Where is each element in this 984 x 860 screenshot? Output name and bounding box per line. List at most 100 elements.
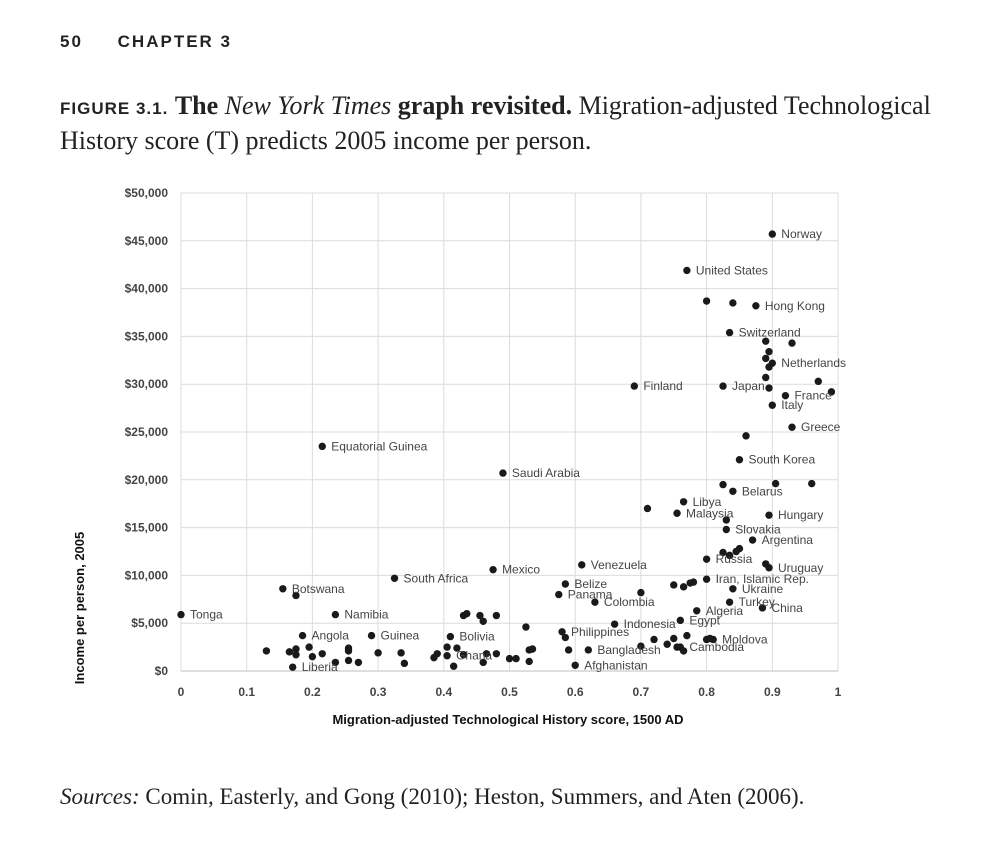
data-point (630, 382, 639, 390)
data-point (512, 654, 520, 663)
point-label: Indonesia (624, 617, 676, 631)
figure-caption: FIGURE 3.1. The New York Times graph rev… (60, 90, 940, 157)
data-point (610, 620, 619, 628)
x-tick-label: 0.6 (567, 685, 584, 699)
data-point (676, 616, 685, 625)
data-point (637, 642, 645, 650)
point-label: Angola (312, 629, 350, 643)
point-label: Algeria (706, 604, 744, 618)
x-tick-label: 0.3 (370, 685, 387, 699)
point-label: China (771, 601, 803, 615)
sources-label: Sources: (60, 784, 140, 809)
data-point (762, 354, 770, 363)
data-point (354, 658, 363, 667)
data-point (318, 650, 326, 658)
point-label: Turkey (739, 595, 775, 609)
figure-title: The New York Times graph revisited. (175, 91, 572, 120)
figure-caption-text: Migration-adjusted Technological History… (60, 91, 931, 155)
data-point (663, 640, 671, 648)
x-tick-label: 0.9 (764, 685, 781, 699)
data-point (748, 536, 757, 544)
data-point (768, 401, 776, 409)
point-label: Hungary (778, 508, 823, 522)
x-tick-label: 0.5 (501, 685, 518, 699)
data-point (285, 648, 294, 656)
data-point (374, 649, 382, 657)
data-point (679, 498, 688, 506)
data-point (719, 382, 727, 390)
data-point (561, 633, 570, 642)
y-tick-label: $5,000 (131, 616, 168, 630)
data-point (679, 647, 688, 655)
data-point (571, 661, 579, 669)
data-point (499, 469, 507, 477)
data-point (555, 590, 563, 599)
y-axis-ticks: $0 $5,000 $10,000 $15,000 $20,000 $25,000 $30,… (125, 186, 169, 678)
data-point (762, 560, 770, 568)
data-point (459, 651, 468, 659)
sources-note: Sources: Comin, Easterly, and Gong (2010… (60, 782, 920, 812)
data-point (443, 652, 451, 660)
data-point (367, 631, 376, 640)
point-label: Libya (693, 495, 722, 509)
point-label: Malaysia (686, 506, 734, 520)
data-point (400, 659, 409, 668)
data-point (742, 432, 750, 440)
data-point (453, 644, 461, 652)
data-point (719, 480, 727, 489)
y-tick-label: $40,000 (125, 282, 169, 296)
point-label: Venezuela (591, 558, 647, 572)
y-tick-label: $15,000 (125, 521, 169, 535)
point-label: Finland (643, 379, 682, 393)
point-label: Moldova (722, 632, 768, 646)
point-label: Switzerland (739, 326, 801, 340)
data-point (443, 643, 451, 651)
data-point (344, 656, 353, 665)
data-point (279, 585, 287, 593)
data-point (673, 509, 681, 517)
point-label: Saudi Arabia (512, 466, 580, 480)
data-point (808, 479, 816, 488)
data-point (762, 373, 770, 382)
data-point (482, 650, 491, 658)
data-point (788, 339, 796, 347)
data-point (331, 610, 340, 619)
data-point (318, 442, 326, 451)
data-point (584, 646, 593, 654)
x-tick-label: 0.4 (435, 685, 452, 699)
data-point (390, 574, 399, 582)
y-tick-label: $30,000 (125, 377, 169, 391)
chapter-label: CHAPTER 3 (117, 32, 233, 51)
data-point (292, 591, 300, 600)
point-label: Slovakia (735, 523, 781, 537)
data-point (591, 598, 599, 606)
data-point (298, 631, 307, 640)
data-point (292, 645, 300, 653)
data-point (558, 628, 566, 636)
data-point (308, 652, 317, 661)
point-label: Belize (574, 577, 607, 591)
sources-text: Comin, Easterly, and Gong (2010); Heston… (139, 784, 805, 809)
point-label: South Africa (404, 571, 469, 585)
x-axis-label: Migration-adjusted Technological History… (332, 712, 683, 727)
data-point (765, 363, 773, 371)
running-head: 50 CHAPTER 3 (60, 32, 232, 52)
data-point (722, 525, 731, 534)
data-point (492, 611, 501, 620)
data-point (331, 658, 340, 667)
x-tick-label: 0 (178, 685, 185, 699)
point-label: Ukraine (742, 582, 784, 596)
point-label: Norway (781, 227, 822, 241)
point-label: Liberia (302, 660, 338, 674)
data-point (683, 631, 691, 640)
point-label: Iran, Islamic Rep. (716, 572, 809, 586)
grid-lines (180, 192, 839, 672)
scatter-chart: 0 0.1 0.2 0.3 0.4 0.5 0.6 0.7 0.8 0.9 1 $0 $5,000 $1… (72, 186, 846, 727)
point-label: Argentina (762, 533, 814, 547)
point-label: Russia (716, 552, 753, 566)
point-label: Guinea (381, 629, 420, 643)
data-point (492, 650, 501, 658)
data-point (564, 646, 573, 654)
data-point (397, 649, 405, 657)
point-label: Greece (801, 420, 841, 434)
